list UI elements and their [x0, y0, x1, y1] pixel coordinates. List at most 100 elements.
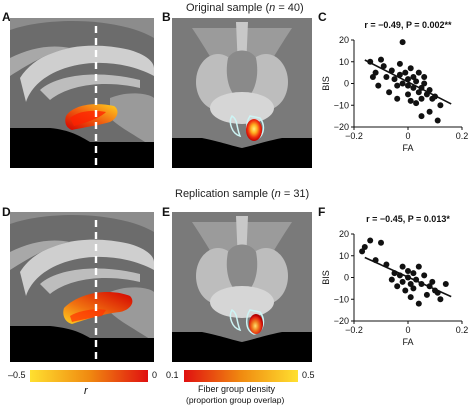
scatter-point — [380, 63, 387, 70]
scatter-point — [407, 294, 414, 301]
x-tick-label: −0.2 — [345, 325, 363, 335]
x-axis-label: FA — [402, 337, 413, 347]
brain-sagittal-replication-image — [10, 212, 154, 362]
scatter-point — [421, 73, 428, 80]
scatter-point — [402, 69, 409, 76]
scatter-point — [413, 100, 420, 107]
scatter-point — [399, 278, 406, 285]
colorbar-r-min: –0.5 — [8, 370, 26, 380]
y-tick-label: −20 — [334, 122, 349, 132]
scatter-point — [415, 89, 422, 96]
brain-sagittal-original-image — [10, 18, 154, 168]
scatter-point — [359, 248, 366, 255]
scatter-point — [394, 95, 401, 102]
y-tick-label: 20 — [339, 229, 349, 239]
y-tick-label: 10 — [339, 57, 349, 67]
scatter-point — [386, 89, 393, 96]
scatter-chart-original: r = −0.49, P = 0.002** −0.2 0 0.2 −20 −10 0 10 2… — [321, 20, 469, 153]
scatter-point — [402, 287, 409, 294]
scatter-point — [415, 263, 422, 270]
scatter-point — [413, 78, 420, 85]
panel-label-e: E — [162, 205, 171, 219]
y-tick-label: 0 — [344, 79, 349, 89]
brain-sagittal-replication — [10, 212, 154, 362]
colorbar-r-label: r — [84, 385, 88, 397]
regression-line — [364, 256, 452, 298]
brain-coronal-replication — [172, 212, 312, 362]
x-tick-label: 0.2 — [456, 325, 469, 335]
panel-label-a: A — [2, 10, 11, 24]
scatter-point — [399, 39, 406, 46]
scatter-point — [418, 95, 425, 102]
stat-annotation: r = −0.49, P = 0.002** — [364, 20, 452, 30]
scatter-point — [426, 108, 433, 115]
x-tick-label: 0 — [405, 325, 410, 335]
scatter-point — [410, 73, 417, 80]
scatter-point — [423, 291, 430, 298]
scatter-point — [437, 102, 444, 109]
scatter-point — [394, 82, 401, 89]
scatter-point — [410, 285, 417, 292]
y-tick-label: 10 — [339, 251, 349, 261]
scatter-point — [396, 60, 403, 67]
scatter-point — [437, 296, 444, 303]
scatter-point — [388, 276, 395, 283]
scatter-point — [407, 281, 414, 288]
colorbar-r-max: 0 — [152, 370, 158, 380]
y-tick-label: −20 — [334, 316, 349, 326]
scatter-point — [405, 267, 411, 274]
regression-line — [364, 59, 452, 105]
colorbar-r — [30, 370, 148, 382]
y-axis-label: BIS — [321, 76, 331, 91]
panel-label-b: B — [162, 10, 171, 24]
scatter-point — [391, 76, 398, 83]
scatter-point — [361, 244, 368, 251]
y-tick-label: −10 — [334, 294, 349, 304]
panel-label-f: F — [318, 205, 326, 219]
scatter-chart-replication: r = −0.45, P = 0.013* −0.2 0 0.2 −20 −10 0 10 20… — [321, 214, 469, 347]
x-tick-label: −0.2 — [345, 131, 363, 141]
y-tick-label: −10 — [334, 100, 349, 110]
colorbar-density-sublabel: (proportion group overlap) — [186, 395, 285, 405]
colorbar-density — [184, 370, 298, 382]
x-axis-label: FA — [402, 143, 413, 153]
panel-label-d: D — [2, 205, 11, 219]
scatter-point — [429, 278, 436, 285]
colorbar-density-min: 0.1 — [166, 370, 179, 380]
scatter-point — [434, 117, 441, 124]
scatter-point — [410, 270, 417, 277]
scatter-point — [367, 237, 374, 244]
scatter-point — [378, 56, 384, 63]
scatter-point — [407, 65, 414, 72]
colorbar-density-max: 0.5 — [302, 370, 315, 380]
panel-label-c: C — [318, 10, 327, 24]
y-tick-label: 0 — [344, 273, 349, 283]
scatter-point — [372, 69, 379, 76]
scatter-point — [421, 272, 428, 279]
scatter-point — [418, 113, 425, 120]
row1-title: Original sample (n = 40) — [186, 2, 304, 14]
x-tick-label: 0.2 — [456, 131, 469, 141]
scatter-point — [375, 82, 382, 89]
scatter-point — [405, 91, 411, 98]
y-axis-label: BIS — [321, 270, 331, 285]
row2-title: Replication sample (n = 31) — [175, 188, 310, 200]
scatter-point — [394, 283, 401, 290]
scatter-point — [399, 263, 406, 270]
brain-coronal-original — [172, 18, 312, 168]
scatter-point — [442, 281, 449, 288]
x-tick-label: 0 — [405, 131, 410, 141]
scatter-point — [407, 97, 414, 104]
scatter-point — [405, 82, 411, 89]
colorbar-density-label: Fiber group density — [198, 384, 276, 394]
scatter-point — [415, 300, 422, 307]
scatter-point — [383, 73, 390, 80]
scatter-point — [415, 69, 422, 76]
brain-sagittal-original — [10, 18, 154, 168]
stat-annotation: r = −0.45, P = 0.013* — [366, 214, 450, 224]
brain-coronal-replication-image — [172, 212, 312, 362]
scatter-point — [378, 239, 384, 246]
scatter-point — [421, 80, 428, 87]
scatter-point — [369, 73, 376, 80]
scatter-point — [399, 80, 406, 87]
